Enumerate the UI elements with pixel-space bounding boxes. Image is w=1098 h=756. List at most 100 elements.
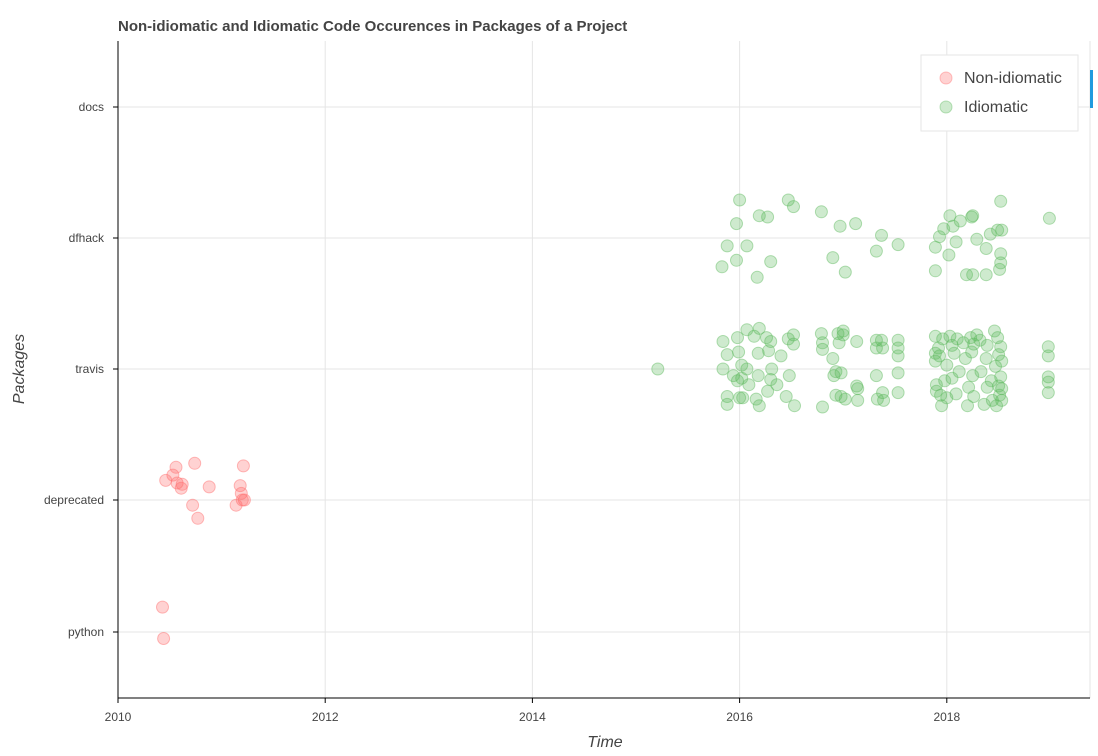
point-idiomatic[interactable] <box>876 341 890 355</box>
point-non-idiomatic[interactable] <box>202 480 216 494</box>
point-idiomatic[interactable] <box>850 335 864 348</box>
point-idiomatic[interactable] <box>747 329 761 343</box>
point-idiomatic[interactable] <box>836 328 850 342</box>
point-idiomatic[interactable] <box>749 392 763 406</box>
point-idiomatic[interactable] <box>961 399 974 413</box>
point-idiomatic[interactable] <box>816 342 829 356</box>
point-idiomatic[interactable] <box>726 369 740 383</box>
point-idiomatic[interactable] <box>720 239 734 253</box>
point-non-idiomatic[interactable] <box>159 473 173 487</box>
point-idiomatic[interactable] <box>752 209 766 223</box>
point-idiomatic[interactable] <box>965 210 979 224</box>
point-idiomatic[interactable] <box>993 262 1007 276</box>
point-non-idiomatic[interactable] <box>233 479 247 493</box>
point-idiomatic[interactable] <box>993 388 1007 402</box>
point-idiomatic[interactable] <box>929 378 943 392</box>
point-idiomatic[interactable] <box>933 349 946 363</box>
point-idiomatic[interactable] <box>834 390 848 403</box>
point-idiomatic[interactable] <box>869 369 883 383</box>
point-non-idiomatic[interactable] <box>170 476 184 490</box>
point-idiomatic[interactable] <box>731 331 744 345</box>
point-idiomatic[interactable] <box>761 210 775 224</box>
point-non-idiomatic[interactable] <box>157 632 171 645</box>
point-idiomatic[interactable] <box>814 205 828 219</box>
point-non-idiomatic[interactable] <box>234 486 248 500</box>
point-idiomatic[interactable] <box>751 369 765 383</box>
point-idiomatic[interactable] <box>870 392 884 406</box>
point-idiomatic[interactable] <box>953 214 967 228</box>
point-idiomatic[interactable] <box>736 391 750 405</box>
point-idiomatic[interactable] <box>949 235 963 249</box>
point-idiomatic[interactable] <box>781 332 795 346</box>
point-idiomatic[interactable] <box>875 228 888 242</box>
point-idiomatic[interactable] <box>849 217 863 231</box>
point-idiomatic[interactable] <box>762 344 776 358</box>
point-idiomatic[interactable] <box>960 268 973 282</box>
point-idiomatic[interactable] <box>742 378 756 392</box>
point-idiomatic[interactable] <box>733 391 747 405</box>
point-idiomatic[interactable] <box>992 348 1006 362</box>
point-non-idiomatic[interactable] <box>186 498 200 512</box>
point-idiomatic[interactable] <box>851 382 865 396</box>
point-idiomatic[interactable] <box>994 247 1008 261</box>
point-idiomatic[interactable] <box>1041 375 1055 389</box>
point-idiomatic[interactable] <box>928 240 942 254</box>
point-idiomatic[interactable] <box>836 324 850 338</box>
point-idiomatic[interactable] <box>945 338 959 352</box>
point-idiomatic[interactable] <box>994 194 1008 208</box>
point-idiomatic[interactable] <box>764 373 778 386</box>
point-idiomatic[interactable] <box>988 324 1001 338</box>
point-idiomatic[interactable] <box>928 329 942 343</box>
point-idiomatic[interactable] <box>995 382 1009 396</box>
point-idiomatic[interactable] <box>994 256 1008 270</box>
point-idiomatic[interactable] <box>932 341 945 355</box>
point-idiomatic[interactable] <box>720 348 734 362</box>
point-idiomatic[interactable] <box>770 378 784 392</box>
point-idiomatic[interactable] <box>934 388 948 402</box>
point-idiomatic[interactable] <box>979 242 993 255</box>
point-idiomatic[interactable] <box>740 362 754 376</box>
point-non-idiomatic[interactable] <box>166 468 180 482</box>
point-idiomatic[interactable] <box>891 341 905 355</box>
point-idiomatic[interactable] <box>760 331 773 345</box>
point-non-idiomatic[interactable] <box>235 493 249 507</box>
point-non-idiomatic[interactable] <box>229 498 243 512</box>
point-idiomatic[interactable] <box>979 352 993 365</box>
point-idiomatic[interactable] <box>816 400 829 414</box>
point-idiomatic[interactable] <box>990 399 1003 413</box>
point-idiomatic[interactable] <box>875 333 888 347</box>
point-idiomatic[interactable] <box>949 387 963 401</box>
point-idiomatic[interactable] <box>967 390 981 403</box>
point-idiomatic[interactable] <box>869 333 883 347</box>
point-idiomatic[interactable] <box>774 349 788 363</box>
point-idiomatic[interactable] <box>782 369 796 383</box>
point-idiomatic[interactable] <box>980 338 994 352</box>
point-idiomatic[interactable] <box>979 268 993 282</box>
point-idiomatic[interactable] <box>876 386 890 400</box>
point-idiomatic[interactable] <box>945 371 959 385</box>
point-idiomatic[interactable] <box>964 331 978 345</box>
point-non-idiomatic[interactable] <box>175 477 189 491</box>
point-idiomatic[interactable] <box>936 332 950 346</box>
point-idiomatic[interactable] <box>838 265 852 279</box>
point-idiomatic[interactable] <box>829 365 843 379</box>
point-idiomatic[interactable] <box>788 399 801 413</box>
point-idiomatic[interactable] <box>720 390 734 403</box>
point-idiomatic[interactable] <box>943 329 957 343</box>
point-idiomatic[interactable] <box>992 379 1006 393</box>
point-idiomatic[interactable] <box>933 230 946 244</box>
point-idiomatic[interactable] <box>966 209 980 223</box>
point-idiomatic[interactable] <box>1041 370 1055 384</box>
point-idiomatic[interactable] <box>730 253 743 267</box>
point-idiomatic[interactable] <box>942 248 956 262</box>
point-idiomatic[interactable] <box>1041 386 1055 400</box>
point-idiomatic[interactable] <box>991 223 1005 237</box>
point-idiomatic[interactable] <box>891 386 905 400</box>
point-idiomatic[interactable] <box>831 327 845 341</box>
point-idiomatic[interactable] <box>950 332 964 346</box>
toolbar-accent-bar[interactable] <box>1090 70 1093 108</box>
point-idiomatic[interactable] <box>787 328 800 342</box>
point-idiomatic[interactable] <box>787 200 800 214</box>
point-idiomatic[interactable] <box>720 397 734 411</box>
point-idiomatic[interactable] <box>1042 211 1056 225</box>
